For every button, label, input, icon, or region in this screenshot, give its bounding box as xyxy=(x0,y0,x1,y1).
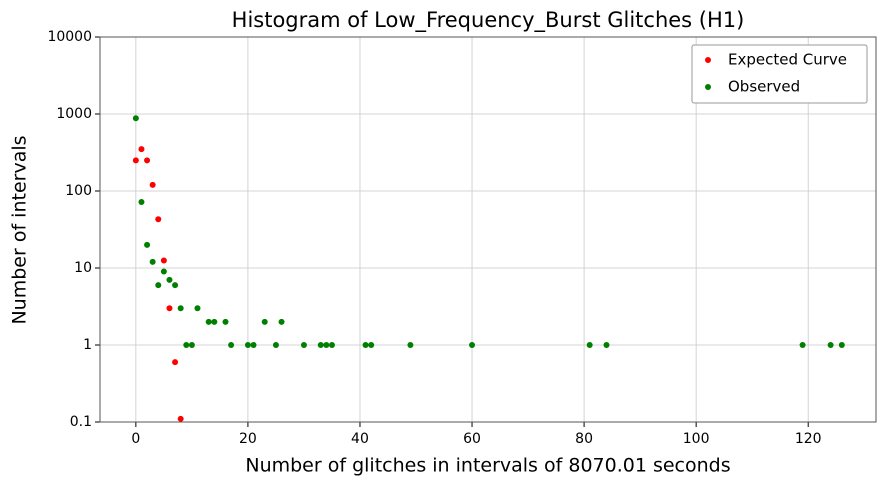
y-tick-label: 10000 xyxy=(47,29,92,45)
point xyxy=(166,276,173,283)
point xyxy=(188,342,195,348)
x-axis-label: Number of glitches in intervals of 8070.… xyxy=(245,455,730,477)
legend-box xyxy=(691,44,868,104)
point xyxy=(138,198,145,205)
point xyxy=(244,342,251,348)
point xyxy=(177,305,184,312)
point xyxy=(827,342,834,348)
point xyxy=(172,282,179,289)
point xyxy=(407,342,414,348)
point xyxy=(155,216,162,223)
chart-title: Histogram of Low_Frequency_Burst Glitche… xyxy=(232,8,745,33)
point xyxy=(205,318,212,325)
y-tick-label: 1000 xyxy=(56,106,92,122)
point xyxy=(362,342,369,348)
point xyxy=(799,342,806,348)
x-tick-label: 80 xyxy=(575,431,593,447)
point xyxy=(172,359,179,366)
point xyxy=(155,282,162,289)
point xyxy=(160,268,167,275)
x-tick-label: 60 xyxy=(463,431,481,447)
point xyxy=(317,342,324,348)
y-tick-label: 10 xyxy=(74,260,92,276)
point xyxy=(211,318,218,325)
point xyxy=(177,415,184,422)
point xyxy=(144,157,151,164)
point xyxy=(183,342,190,348)
point xyxy=(132,157,139,164)
x-tick-label: 100 xyxy=(683,431,710,447)
point xyxy=(138,146,145,153)
point xyxy=(300,342,307,348)
point xyxy=(160,257,167,264)
point xyxy=(132,115,139,122)
x-tick-label: 120 xyxy=(795,431,822,447)
y-tick-label: 0.1 xyxy=(70,414,92,430)
x-tick-label: 40 xyxy=(351,431,369,447)
x-tick-label: 0 xyxy=(131,431,140,447)
point xyxy=(194,305,201,312)
point xyxy=(586,342,593,348)
point xyxy=(261,318,268,325)
legend-marker xyxy=(705,84,711,90)
point xyxy=(838,342,845,348)
legend: Expected Curve Observed xyxy=(691,44,868,104)
point xyxy=(278,318,285,325)
legend-label: Expected Curve xyxy=(728,51,847,69)
point xyxy=(222,318,229,325)
point xyxy=(228,342,235,348)
point xyxy=(166,305,173,312)
point xyxy=(149,258,156,265)
point xyxy=(368,342,375,348)
point xyxy=(149,181,156,188)
plot-frame xyxy=(99,36,877,423)
y-tick-label: 1 xyxy=(83,337,92,353)
legend-marker xyxy=(705,57,711,63)
y-axis-label: Number of intervals xyxy=(9,135,31,324)
x-tick-label: 20 xyxy=(239,431,257,447)
point xyxy=(603,342,610,348)
point xyxy=(323,342,330,348)
point xyxy=(272,342,279,348)
legend-label: Observed xyxy=(728,78,800,96)
point xyxy=(469,342,476,348)
y-tick-label: 100 xyxy=(65,183,92,199)
point xyxy=(144,241,151,248)
point xyxy=(328,342,335,348)
point xyxy=(250,342,257,348)
